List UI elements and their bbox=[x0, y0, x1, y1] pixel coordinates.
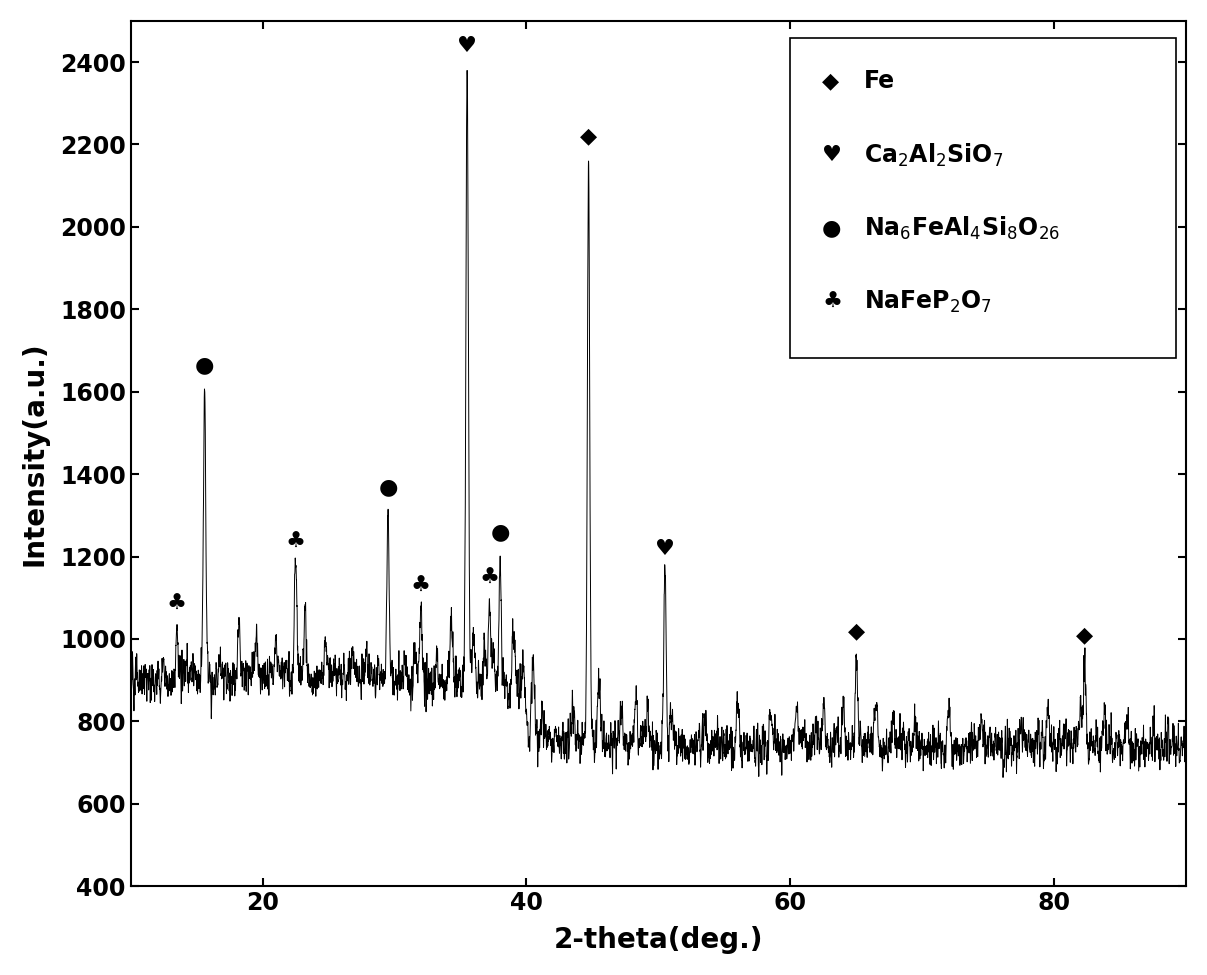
Y-axis label: Intensity(a.u.): Intensity(a.u.) bbox=[21, 341, 48, 566]
Text: ♣: ♣ bbox=[410, 575, 431, 596]
Text: ♣: ♣ bbox=[479, 567, 500, 588]
Text: ●: ● bbox=[822, 218, 841, 239]
Text: ●: ● bbox=[378, 477, 397, 497]
Text: ♥: ♥ bbox=[655, 538, 675, 559]
Text: ♥: ♥ bbox=[822, 145, 842, 165]
Text: ♣: ♣ bbox=[822, 292, 842, 312]
Text: ●: ● bbox=[490, 522, 509, 542]
Text: ♣: ♣ bbox=[286, 532, 305, 553]
Text: Ca$_2$Al$_2$SiO$_7$: Ca$_2$Al$_2$SiO$_7$ bbox=[864, 141, 1003, 169]
Text: ♣: ♣ bbox=[167, 594, 187, 614]
Text: ♥: ♥ bbox=[457, 36, 477, 56]
Text: Na$_6$FeAl$_4$Si$_8$O$_{26}$: Na$_6$FeAl$_4$Si$_8$O$_{26}$ bbox=[864, 214, 1060, 242]
Text: ●: ● bbox=[194, 355, 215, 375]
X-axis label: 2-theta(deg.): 2-theta(deg.) bbox=[554, 926, 763, 955]
Text: ◆: ◆ bbox=[822, 71, 839, 92]
Text: ◆: ◆ bbox=[579, 127, 597, 146]
Text: Fe: Fe bbox=[864, 69, 896, 94]
Bar bbox=[791, 38, 1176, 359]
Text: NaFeP$_2$O$_7$: NaFeP$_2$O$_7$ bbox=[864, 289, 992, 315]
Text: ◆: ◆ bbox=[847, 621, 865, 641]
Text: ◆: ◆ bbox=[1075, 625, 1094, 645]
